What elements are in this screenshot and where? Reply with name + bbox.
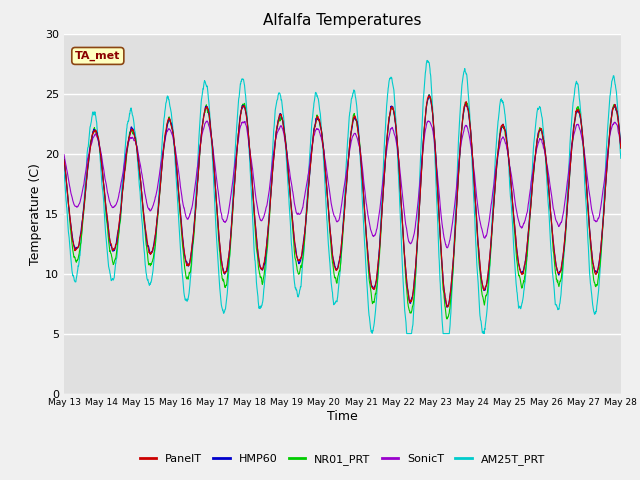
SonicT: [584, 176, 591, 181]
Text: TA_met: TA_met: [75, 51, 120, 61]
HMP60: [617, 144, 625, 150]
Y-axis label: Temperature (C): Temperature (C): [29, 163, 42, 264]
PanelT: [60, 157, 68, 163]
SonicT: [444, 245, 451, 251]
NR01_PRT: [426, 92, 433, 97]
Line: AM25T_PRT: AM25T_PRT: [64, 60, 621, 334]
AM25T_PRT: [568, 112, 576, 118]
PanelT: [584, 199, 591, 204]
PanelT: [617, 145, 625, 151]
PanelT: [426, 93, 433, 99]
AM25T_PRT: [617, 156, 625, 161]
HMP60: [505, 156, 513, 162]
HMP60: [426, 92, 433, 98]
SonicT: [359, 168, 367, 173]
Line: NR01_PRT: NR01_PRT: [64, 95, 621, 319]
PanelT: [505, 155, 513, 160]
SonicT: [60, 152, 68, 157]
SonicT: [371, 232, 379, 238]
NR01_PRT: [568, 141, 576, 146]
NR01_PRT: [216, 245, 223, 251]
PanelT: [568, 141, 576, 146]
AM25T_PRT: [371, 318, 378, 324]
AM25T_PRT: [358, 199, 366, 204]
NR01_PRT: [584, 201, 591, 206]
PanelT: [371, 286, 378, 292]
NR01_PRT: [617, 145, 625, 151]
PanelT: [358, 177, 366, 182]
HMP60: [358, 176, 366, 181]
SonicT: [617, 144, 625, 149]
Line: PanelT: PanelT: [64, 96, 621, 307]
NR01_PRT: [358, 176, 366, 181]
HMP60: [216, 237, 223, 243]
NR01_PRT: [443, 316, 451, 322]
SonicT: [216, 201, 223, 206]
AM25T_PRT: [424, 58, 431, 63]
SonicT: [204, 118, 211, 124]
NR01_PRT: [60, 154, 68, 160]
AM25T_PRT: [403, 331, 411, 336]
HMP60: [371, 284, 378, 289]
Line: SonicT: SonicT: [64, 121, 621, 248]
PanelT: [216, 236, 223, 242]
AM25T_PRT: [60, 166, 68, 172]
PanelT: [444, 304, 452, 310]
Title: Alfalfa Temperatures: Alfalfa Temperatures: [263, 13, 422, 28]
HMP60: [584, 197, 591, 203]
Legend: PanelT, HMP60, NR01_PRT, SonicT, AM25T_PRT: PanelT, HMP60, NR01_PRT, SonicT, AM25T_P…: [135, 450, 550, 469]
X-axis label: Time: Time: [327, 410, 358, 423]
AM25T_PRT: [216, 277, 223, 283]
Line: HMP60: HMP60: [64, 95, 621, 307]
AM25T_PRT: [584, 230, 591, 236]
HMP60: [568, 142, 576, 148]
SonicT: [568, 141, 576, 147]
AM25T_PRT: [505, 159, 513, 165]
SonicT: [505, 155, 513, 160]
NR01_PRT: [371, 296, 378, 302]
HMP60: [60, 156, 68, 162]
HMP60: [443, 304, 451, 310]
NR01_PRT: [505, 156, 513, 162]
